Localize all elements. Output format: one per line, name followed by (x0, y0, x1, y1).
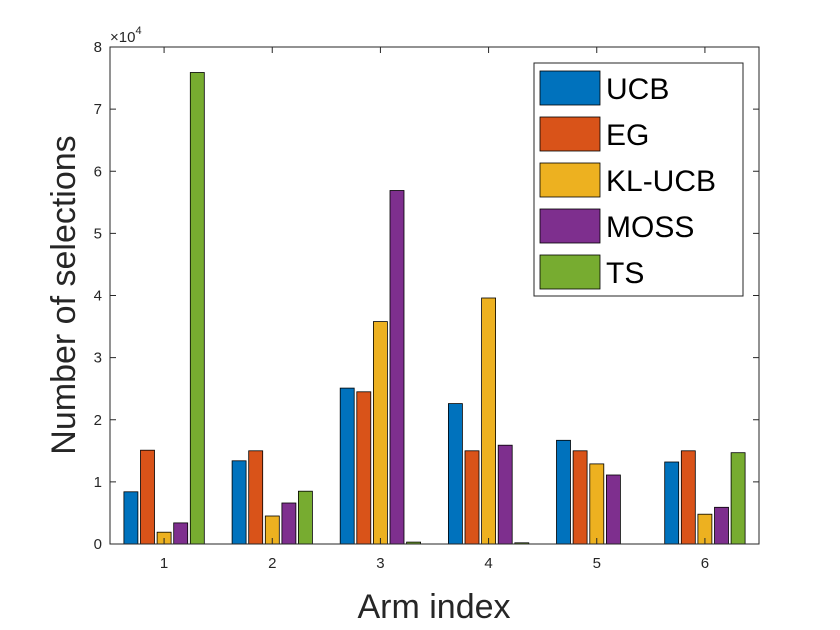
legend-label: EG (606, 119, 649, 152)
legend-swatch-eg (539, 116, 601, 152)
y-multiplier-exponent: 4 (135, 25, 141, 37)
bar-kl-ucb-arm-3 (372, 321, 388, 545)
bar-ts-arm-2 (297, 490, 313, 545)
y-multiplier-label: ×104 (110, 25, 142, 46)
bar-eg-arm-1 (140, 449, 155, 545)
x-ticks: 1 2 3 4 5 6 (160, 47, 709, 572)
bar-ucb-arm-5 (556, 439, 571, 545)
y-tick-label: 7 (94, 101, 102, 118)
y-tick-label: 6 (94, 163, 102, 180)
bar-moss-arm-1 (173, 522, 189, 545)
bar-eg-arm-6 (680, 450, 696, 545)
x-tick-label: 1 (160, 555, 168, 572)
bars-group (123, 72, 746, 545)
bar-ucb-arm-3 (339, 387, 355, 545)
y-tick-label: 4 (94, 288, 102, 305)
bar-kl-ucb-arm-4 (481, 297, 497, 545)
bar-ts-arm-6 (730, 452, 746, 545)
y-tick-label: 8 (94, 39, 102, 56)
legend: UCB EG KL-UCB MOSS TS (533, 62, 744, 297)
x-tick-label: 2 (268, 555, 276, 572)
legend-label: UCB (606, 73, 669, 106)
legend-swatch-kl-ucb (539, 162, 601, 198)
legend-label: KL-UCB (606, 165, 716, 198)
x-tick-label: 4 (484, 555, 492, 572)
legend-label: TS (606, 257, 644, 290)
y-ticks: 0 1 2 3 4 5 6 7 8 (94, 39, 759, 553)
x-tick-label: 3 (376, 555, 384, 572)
legend-swatch-ts (539, 254, 601, 290)
legend-swatch-ucb (539, 70, 601, 106)
y-multiplier-base: ×10 (110, 29, 135, 46)
bar-eg-arm-3 (356, 391, 372, 545)
bar-moss-arm-4 (497, 444, 513, 545)
y-axis-title: Number of selections (45, 135, 83, 454)
y-tick-label: 1 (94, 474, 102, 491)
bar-ucb-arm-2 (231, 460, 247, 545)
bar-ucb-arm-4 (447, 403, 463, 545)
x-tick-label: 5 (593, 555, 601, 572)
y-tick-label: 0 (94, 536, 102, 553)
bar-kl-ucb-arm-5 (589, 463, 605, 545)
bar-moss-arm-5 (606, 474, 621, 545)
bar-ts-arm-1 (189, 72, 205, 545)
x-tick-label: 6 (701, 555, 709, 572)
legend-label: MOSS (606, 211, 694, 244)
bar-moss-arm-2 (281, 502, 297, 545)
bar-ucb-arm-1 (123, 491, 139, 545)
bar-moss-arm-6 (714, 506, 729, 545)
x-axis-title: Arm index (357, 588, 510, 626)
y-tick-label: 2 (94, 412, 102, 429)
bar-ucb-arm-6 (664, 461, 680, 545)
y-tick-label: 3 (94, 350, 102, 367)
bar-eg-arm-4 (464, 450, 480, 545)
bar-eg-arm-2 (248, 450, 264, 545)
y-tick-label: 5 (94, 225, 102, 242)
bar-moss-arm-3 (389, 190, 405, 545)
legend-swatch-moss (539, 208, 601, 244)
bar-eg-arm-5 (572, 450, 588, 545)
